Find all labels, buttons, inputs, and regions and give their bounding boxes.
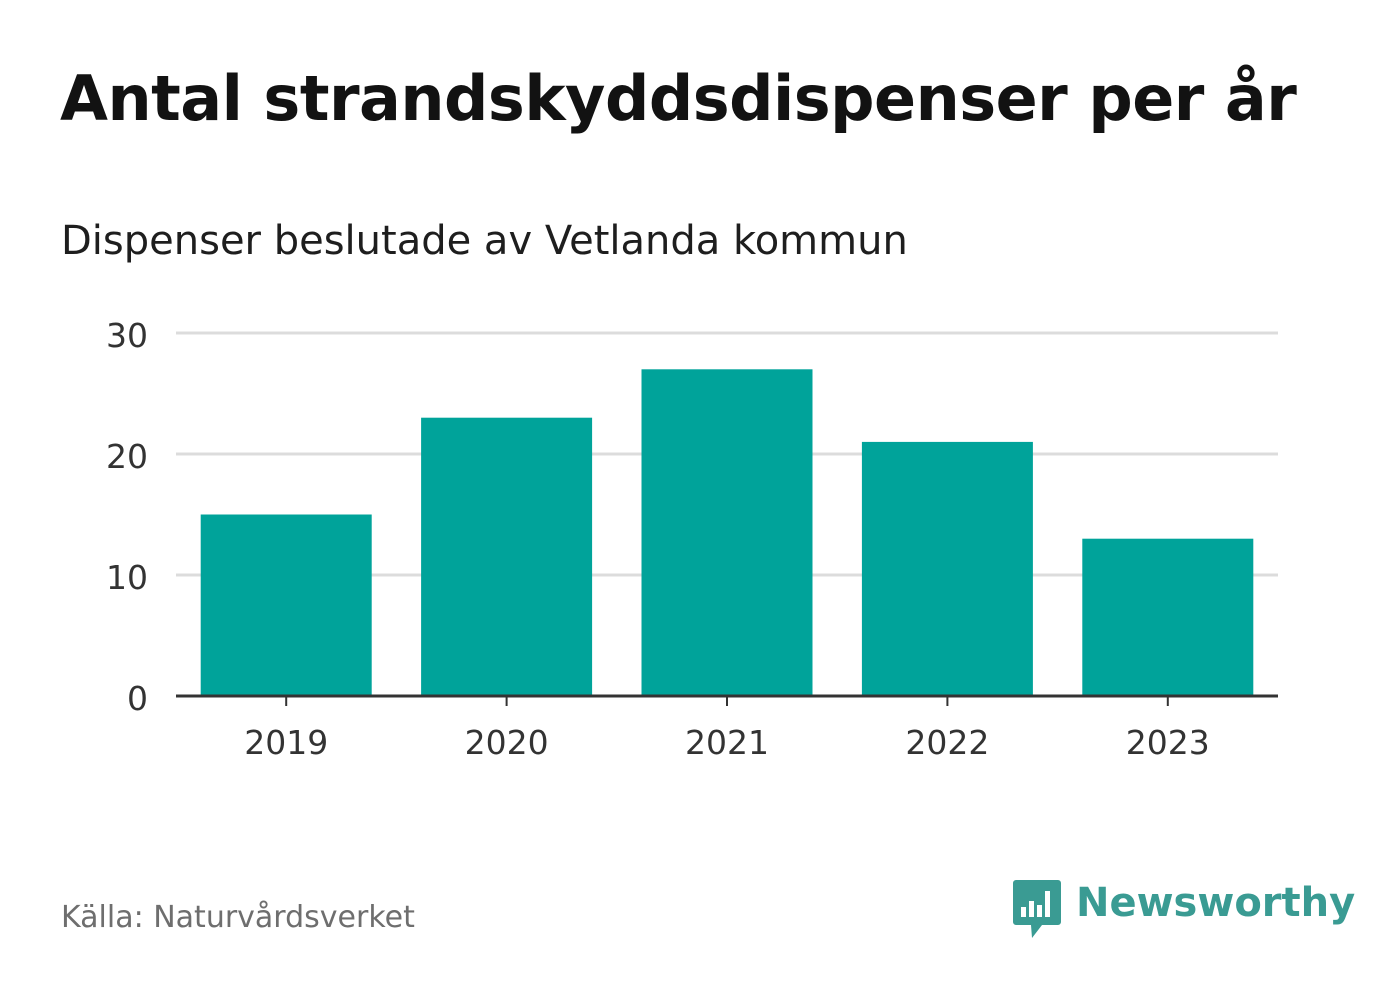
- brand-name: Newsworthy: [1076, 880, 1356, 926]
- bar-2019: [200, 514, 372, 696]
- chart-subtitle: Dispenser beslutade av Vetlanda kommun: [61, 218, 908, 264]
- bar-2020: [421, 417, 593, 696]
- chart-title: Antal strandskyddsdispenser per år: [60, 62, 1297, 135]
- x-tick-label: 2020: [465, 723, 549, 762]
- brand-logo: Newsworthy: [1012, 878, 1355, 940]
- bar-2021: [641, 369, 813, 696]
- bar-chart-speech-bubble-icon: [1013, 880, 1061, 938]
- x-axis-ticks: 2019 2020 2021 2022 2023: [244, 696, 1210, 762]
- x-tick-label: 2019: [244, 723, 328, 762]
- x-tick-label: 2022: [905, 723, 989, 762]
- y-tick-label: 30: [106, 316, 148, 355]
- bars: [200, 369, 1254, 696]
- x-tick-label: 2021: [685, 723, 769, 762]
- y-tick-label: 10: [106, 558, 148, 597]
- y-tick-label: 0: [127, 679, 148, 718]
- x-tick-label: 2023: [1126, 723, 1210, 762]
- y-tick-label: 20: [106, 437, 148, 476]
- bar-2023: [1082, 538, 1254, 696]
- y-axis-ticks: 0 10 20 30: [106, 316, 148, 718]
- source-note: Källa: Naturvårdsverket: [61, 900, 415, 935]
- bar-2022: [861, 441, 1033, 696]
